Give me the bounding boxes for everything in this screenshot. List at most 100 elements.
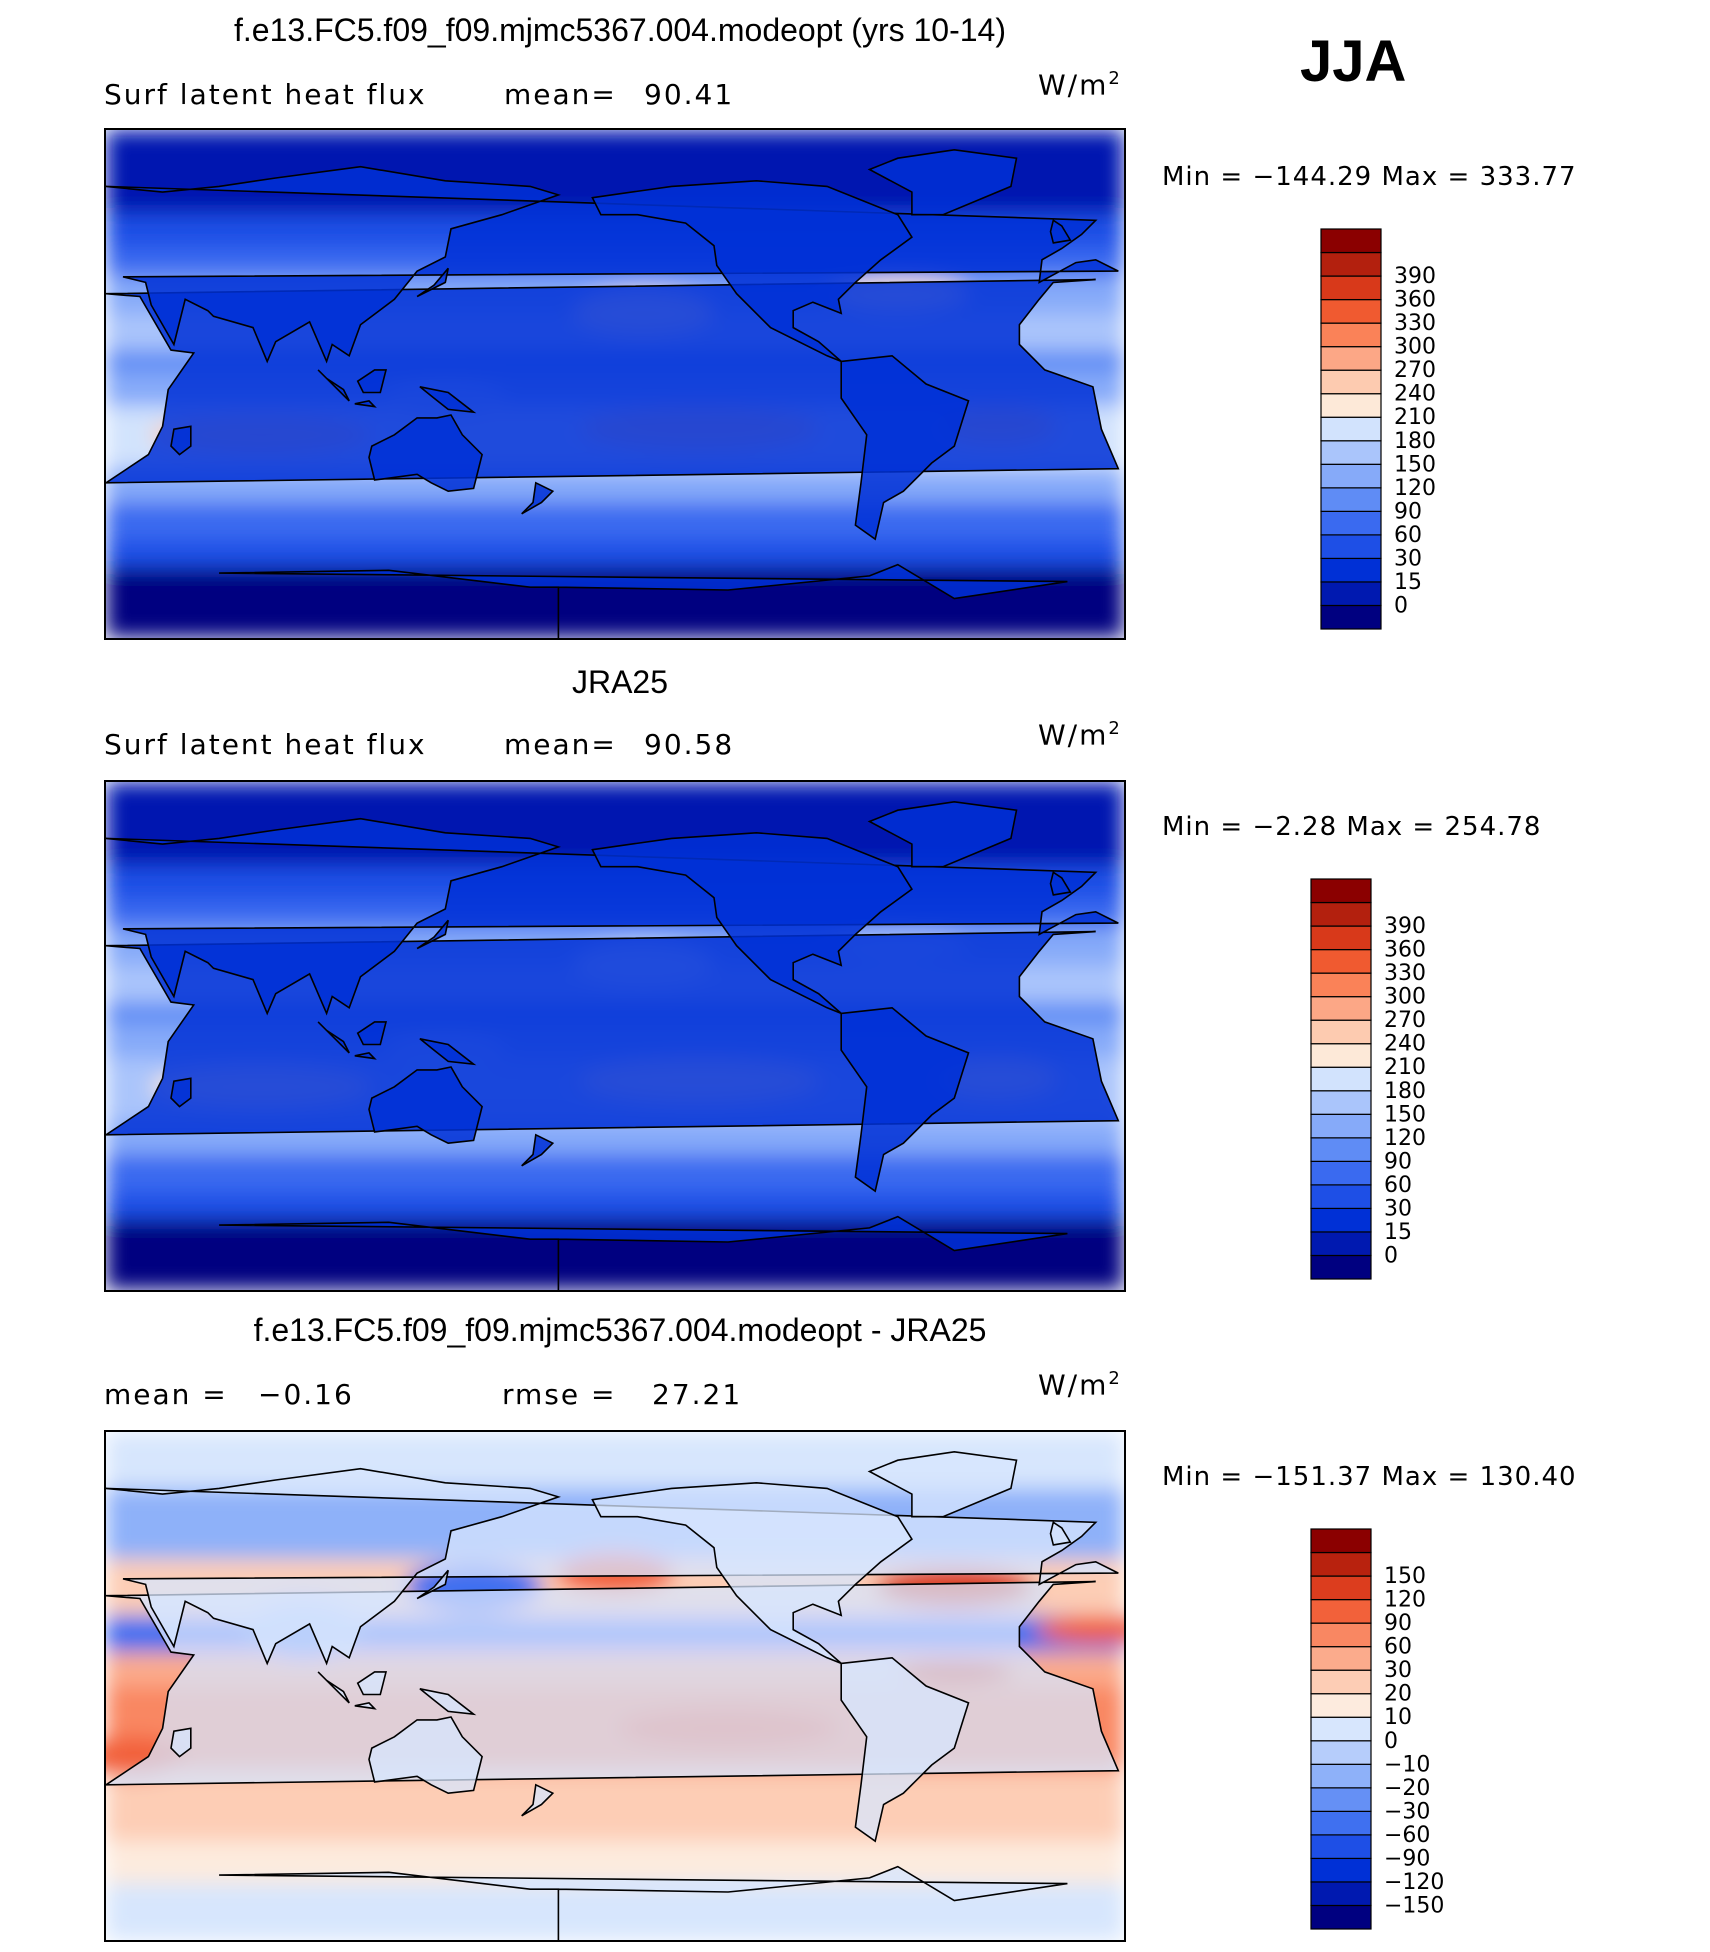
panel3-title: f.e13.FC5.f09_f09.mjmc5367.004.modeopt -…	[253, 1312, 987, 1348]
colorbar-1-label-7: 180	[1394, 429, 1436, 454]
colorbar-2-swatch-13	[1310, 948, 1372, 974]
panel3-minmax: Min = −151.37 Max = 130.40	[1162, 1462, 1577, 1492]
panel2-max-value: 254.78	[1444, 812, 1542, 842]
map-2-land-madagascar	[170, 1077, 192, 1108]
colorbar-3-swatch-3	[1310, 1834, 1372, 1860]
colorbar-3-swatch-4	[1310, 1810, 1372, 1836]
colorbar-2-label-4: 90	[1384, 1149, 1412, 1174]
colorbar-3-label-14: 150	[1384, 1564, 1426, 1589]
map-1-land-australia	[368, 414, 483, 493]
colorbar-3-swatch-7	[1310, 1740, 1372, 1765]
colorbar-3-swatch-2	[1310, 1857, 1372, 1883]
colorbar-2-swatch-16	[1310, 878, 1372, 904]
colorbar-1-swatch-3	[1320, 534, 1382, 560]
colorbar-1-swatch-15	[1320, 251, 1382, 277]
panel1-map	[104, 128, 1126, 640]
colorbar-2-label-5: 120	[1384, 1126, 1426, 1151]
colorbar-1-label-5: 120	[1394, 476, 1436, 501]
colorbar-1-swatch-12	[1320, 322, 1382, 348]
colorbar-3-label-6: −10	[1384, 1752, 1430, 1777]
colorbar-3-swatch-1	[1310, 1881, 1372, 1907]
map-3-land-madagascar	[170, 1727, 192, 1758]
colorbar-1-swatch-8	[1320, 416, 1382, 442]
colorbar-1-label-9: 240	[1394, 382, 1436, 407]
map-2-land-indonesia1	[317, 1021, 350, 1054]
colorbar-1-label-3: 60	[1394, 523, 1422, 548]
map-3-land-s_america	[840, 1656, 970, 1843]
colorbar-2-label-8: 210	[1384, 1055, 1426, 1080]
map-1-land-borneo	[356, 369, 388, 394]
colorbar-2-swatch-7	[1310, 1090, 1372, 1115]
colorbar-2-swatch-12	[1310, 972, 1372, 998]
colorbar-2-label-6: 150	[1384, 1102, 1426, 1127]
panel2-mean-value: 90.58	[644, 728, 735, 761]
colorbar-3-swatch-16	[1310, 1528, 1372, 1554]
panel3-max-value: 130.40	[1479, 1462, 1577, 1492]
colorbar-1-swatch-4	[1320, 510, 1382, 536]
map-1-land-uk	[1049, 219, 1072, 244]
colorbar-1-label-13: 360	[1394, 288, 1436, 313]
map-3-land-indonesia2	[354, 1702, 377, 1710]
map-3-land-indonesia1	[317, 1671, 350, 1704]
colorbar-1-label-11: 300	[1394, 335, 1436, 360]
colorbar-2-swatch-14	[1310, 925, 1372, 951]
map-2-land-australia	[368, 1066, 483, 1145]
colorbar-1-label-8: 210	[1394, 405, 1436, 430]
colorbar-1-swatch-10	[1320, 369, 1382, 395]
map-3-land-japan	[416, 1569, 449, 1600]
colorbar-1-swatch-13	[1320, 298, 1382, 324]
colorbar-2-label-1: 15	[1384, 1220, 1412, 1245]
colorbar-1-swatch-11	[1320, 346, 1382, 371]
colorbar-1-swatch-16	[1320, 228, 1382, 254]
colorbar-2-label-11: 300	[1384, 985, 1426, 1010]
map-1-land-japan	[416, 267, 449, 298]
colorbar-3-swatch-5	[1310, 1787, 1372, 1812]
panel1-title: f.e13.FC5.f09_f09.mjmc5367.004.modeopt (…	[234, 12, 1006, 48]
map-1-land-indonesia2	[354, 400, 377, 408]
colorbar-2-swatch-1	[1310, 1231, 1372, 1257]
panel1-mean-value: 90.41	[644, 78, 735, 111]
panel1-colorbar: 0 15 30 60 90 120 150 180 210 240 270 300 330 360 390	[1320, 228, 1460, 632]
map-3-land-n_america	[591, 1481, 913, 1665]
colorbar-3-swatch-15	[1310, 1551, 1372, 1577]
panel2-max-label: Max =	[1346, 812, 1436, 842]
map-1-land-antarctica	[219, 563, 1068, 638]
map-1-land-newguinea	[419, 386, 477, 414]
map-2-land-s_america	[840, 1006, 970, 1193]
map-3-land-nz	[521, 1783, 555, 1817]
colorbar-1-label-1: 15	[1394, 570, 1422, 595]
map-3-field	[106, 1432, 1124, 1940]
map-1-land-nz	[521, 481, 555, 515]
colorbar-3-label-2: −90	[1384, 1846, 1430, 1871]
colorbar-3-label-1: −120	[1384, 1870, 1444, 1895]
colorbar-2-label-13: 360	[1384, 938, 1426, 963]
panel2-min-label: Min =	[1162, 812, 1244, 842]
panel2-map	[104, 780, 1126, 1292]
colorbar-1-label-0: 0	[1394, 593, 1408, 618]
colorbar-3-label-0: −150	[1384, 1893, 1444, 1918]
colorbar-3-swatch-14	[1310, 1575, 1372, 1601]
map-1-land-greenland	[867, 148, 1018, 216]
colorbar-3-label-7: 0	[1384, 1729, 1398, 1754]
panel3-rmse-label: rmse =	[502, 1378, 617, 1411]
map-3-land-uk	[1049, 1521, 1072, 1546]
colorbar-2-label-12: 330	[1384, 961, 1426, 986]
colorbar-2-label-2: 30	[1384, 1196, 1412, 1221]
colorbar-2-label-0: 0	[1384, 1243, 1398, 1268]
colorbar-2-swatch-4	[1310, 1160, 1372, 1186]
colorbar-1-swatch-1	[1320, 581, 1382, 607]
map-1-land-madagascar	[170, 425, 192, 456]
colorbar-2-swatch-11	[1310, 996, 1372, 1021]
map-3-land-newguinea	[419, 1688, 477, 1716]
colorbar-1-swatch-6	[1320, 463, 1382, 489]
map-2-land-japan	[416, 919, 449, 950]
panel1-mean-label: mean=	[504, 78, 617, 111]
panel3-min-value: −151.37	[1252, 1462, 1373, 1492]
colorbar-3-swatch-12	[1310, 1622, 1372, 1648]
colorbar-1-label-4: 90	[1394, 499, 1422, 524]
colorbar-1-label-6: 150	[1394, 452, 1436, 477]
panel1-min-label: Min =	[1162, 162, 1244, 192]
colorbar-1-label-12: 330	[1394, 311, 1436, 336]
